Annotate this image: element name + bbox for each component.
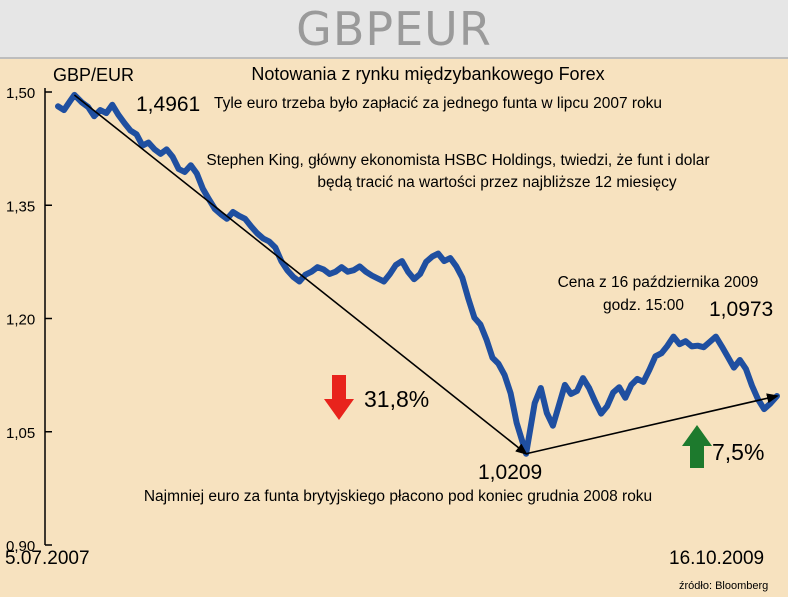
high-value-label: 1,4961: [136, 93, 200, 116]
chart-header-title: GBPEUR: [296, 2, 492, 56]
forecast-note-line2: będą tracić na wartości przez najbliższe…: [317, 174, 676, 191]
source-label: źródło: Bloomberg: [679, 580, 768, 592]
low-note: Najmniej euro za funta brytyjskiego płac…: [144, 488, 652, 505]
series-line: [55, 91, 780, 457]
y-tick-label: 0,90: [6, 538, 35, 555]
trend-arrow-up: [525, 393, 779, 455]
current-note-line1: Cena z 16 października 2009: [558, 274, 759, 291]
current-note-line2: godz. 15:00: [603, 297, 684, 314]
y-tick-label: 1,50: [6, 85, 35, 102]
low-value-label: 1,0209: [478, 461, 542, 484]
forecast-note-line1: Stephen King, główny ekonomista HSBC Hol…: [206, 152, 709, 169]
drop-percent-label: 31,8%: [364, 386, 429, 412]
arrow-up-icon: [682, 425, 712, 468]
x-end-label: 16.10.2009: [669, 548, 764, 569]
y-tick-label: 1,35: [6, 198, 35, 215]
x-start-label: 5.07.2007: [5, 548, 90, 569]
arrow-down-icon: [324, 375, 354, 420]
trend-arrow-down: [73, 94, 528, 455]
y-axis-ticks: 0,90 1,05 1,20 1,35 1,50: [6, 85, 52, 555]
current-value-label: 1,0973: [709, 298, 773, 321]
high-note: Tyle euro trzeba było zapłacić za jedneg…: [214, 95, 662, 112]
series-label: GBP/EUR: [53, 65, 134, 85]
rise-percent-label: 7,5%: [712, 439, 764, 465]
y-tick-label: 1,05: [6, 425, 35, 442]
title-banner: GBPEUR: [0, 0, 788, 59]
chart-title: Notowania z rynku międzybankowego Forex: [251, 64, 604, 84]
y-tick-label: 1,20: [6, 312, 35, 329]
